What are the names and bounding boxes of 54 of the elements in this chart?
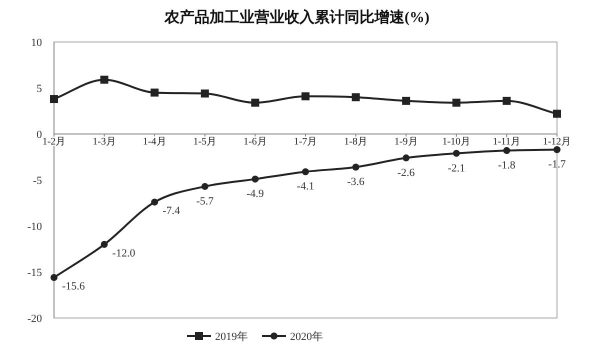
- x-tick-label: 1-10月: [442, 136, 471, 148]
- x-tick-label: 1-5月: [193, 136, 217, 148]
- point: [302, 92, 310, 100]
- legend-label: 2020年: [290, 331, 323, 343]
- data-label: -4.1: [296, 180, 314, 193]
- data-label: -1.7: [548, 158, 566, 171]
- point: [402, 154, 410, 162]
- point: [302, 168, 309, 176]
- point: [100, 76, 108, 84]
- y-tick-label: -20: [27, 313, 42, 325]
- x-tick-label: 1-12月: [542, 136, 572, 148]
- y-tick-label: -5: [32, 175, 42, 187]
- legend-label: 2019年: [215, 331, 248, 343]
- data-label: -4.9: [246, 188, 264, 200]
- data-label: -15.6: [62, 280, 86, 293]
- point: [151, 198, 158, 206]
- y-tick-label: 10: [31, 37, 42, 49]
- data-label: -12.0: [112, 247, 136, 260]
- x-tick-label: 1-3月: [92, 136, 116, 148]
- point: [452, 98, 460, 107]
- data-label: -2.6: [397, 166, 416, 179]
- point: [100, 240, 108, 248]
- data-label: -7.4: [162, 205, 181, 218]
- data-label: -1.8: [498, 160, 516, 172]
- point: [251, 98, 260, 107]
- point: [50, 274, 58, 282]
- x-tick-label: 1-6月: [244, 136, 267, 148]
- point: [402, 96, 410, 105]
- point: [502, 96, 511, 105]
- data-label: -2.1: [448, 162, 466, 174]
- chart-title: 农产品加工业营业收入累计同比增速(%): [164, 9, 430, 26]
- point: [452, 150, 460, 157]
- x-tick-label: 1-9月: [394, 136, 418, 148]
- data-label: -3.6: [347, 176, 365, 188]
- data-label: -5.7: [196, 195, 214, 208]
- x-tick-label: 1-8月: [344, 136, 368, 148]
- y-tick-label: -15: [27, 267, 42, 279]
- x-tick-label: 1-11月: [492, 136, 521, 148]
- point: [200, 90, 209, 98]
- y-tick-label: 0: [36, 129, 42, 141]
- x-tick-label: 1-2月: [42, 136, 66, 148]
- point: [50, 95, 58, 104]
- point: [503, 147, 510, 154]
- point: [352, 93, 360, 102]
- point: [553, 110, 561, 118]
- point: [201, 182, 208, 190]
- y-tick-label: -10: [27, 221, 42, 233]
- y-tick-label: 5: [36, 83, 42, 95]
- x-tick-label: 1-7月: [294, 136, 318, 148]
- point: [352, 164, 360, 171]
- point: [150, 88, 159, 97]
- x-tick-label: 1-4月: [142, 136, 166, 148]
- point: [252, 176, 259, 183]
- point: [554, 146, 560, 154]
